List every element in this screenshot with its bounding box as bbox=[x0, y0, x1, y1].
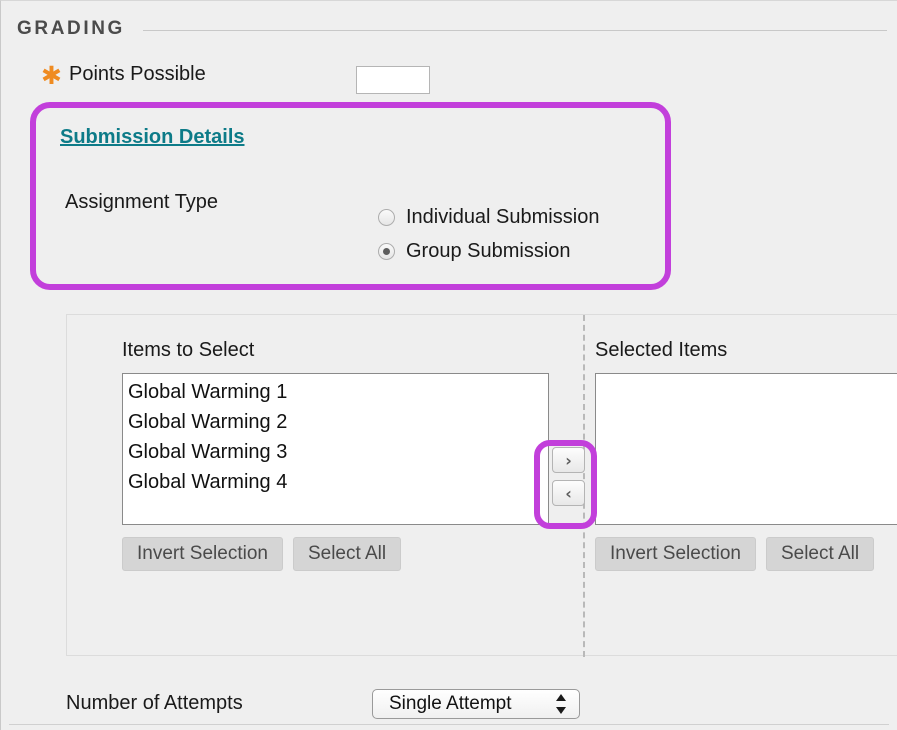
items-to-select-column: Items to Select Global Warming 1 Global … bbox=[112, 315, 552, 655]
assignment-type-label: Assignment Type bbox=[65, 191, 219, 213]
list-item[interactable]: Global Warming 3 bbox=[128, 441, 288, 463]
items-to-select-header: Items to Select bbox=[122, 339, 255, 361]
points-possible-input[interactable] bbox=[356, 66, 430, 94]
number-of-attempts-row: Number of Attempts Single Attempt bbox=[66, 689, 866, 723]
selected-items-buttons: Invert Selection Select All bbox=[595, 537, 875, 571]
number-of-attempts-label: Number of Attempts bbox=[66, 692, 243, 714]
invert-selection-button-right[interactable]: Invert Selection bbox=[595, 537, 756, 571]
number-of-attempts-value: Single Attempt bbox=[389, 693, 512, 714]
radio-individual-icon[interactable] bbox=[378, 208, 395, 226]
radio-option-group[interactable]: Group Submission bbox=[378, 234, 599, 268]
move-right-icon[interactable]: › bbox=[552, 447, 585, 473]
points-possible-label: Points Possible bbox=[69, 63, 206, 85]
page-title: GRADING bbox=[17, 18, 125, 39]
select-all-button-right[interactable]: Select All bbox=[765, 537, 875, 571]
header-divider bbox=[142, 29, 887, 31]
move-left-icon[interactable]: ‹ bbox=[552, 480, 585, 506]
stepper-down-icon bbox=[556, 707, 566, 714]
radio-option-individual[interactable]: Individual Submission bbox=[378, 200, 599, 234]
stepper-arrows-icon[interactable] bbox=[556, 694, 567, 714]
list-item[interactable]: Global Warming 2 bbox=[128, 411, 288, 433]
transfer-buttons: › ‹ bbox=[551, 447, 586, 506]
items-to-select-listbox[interactable]: Global Warming 1 Global Warming 2 Global… bbox=[122, 373, 549, 525]
assignment-type-radio-group: Individual Submission Group Submission bbox=[378, 200, 599, 268]
number-of-attempts-select[interactable]: Single Attempt bbox=[372, 689, 580, 719]
radio-individual-label: Individual Submission bbox=[406, 205, 600, 228]
item-picker-panel: Items to Select Global Warming 1 Global … bbox=[66, 314, 897, 657]
list-item[interactable]: Global Warming 1 bbox=[128, 381, 288, 403]
selected-items-listbox[interactable] bbox=[595, 373, 897, 525]
section-header: GRADING bbox=[17, 15, 887, 43]
bottom-divider bbox=[9, 724, 889, 725]
list-item[interactable]: Global Warming 4 bbox=[128, 471, 288, 493]
select-all-button-left[interactable]: Select All bbox=[292, 537, 402, 571]
selected-items-column: Selected Items Invert Selection Select A… bbox=[585, 315, 897, 655]
items-to-select-buttons: Invert Selection Select All bbox=[122, 537, 402, 571]
required-asterisk-icon: ✱ bbox=[41, 61, 62, 90]
radio-group-icon[interactable] bbox=[378, 242, 395, 260]
points-possible-row: ✱ Points Possible bbox=[41, 63, 461, 97]
invert-selection-button-left[interactable]: Invert Selection bbox=[122, 537, 283, 571]
radio-group-label: Group Submission bbox=[406, 239, 571, 262]
submission-details-panel: Submission Details Assignment Type Indiv… bbox=[36, 108, 665, 284]
stepper-up-icon bbox=[556, 694, 566, 701]
submission-details-link[interactable]: Submission Details bbox=[60, 126, 245, 148]
selected-items-header: Selected Items bbox=[595, 339, 728, 361]
